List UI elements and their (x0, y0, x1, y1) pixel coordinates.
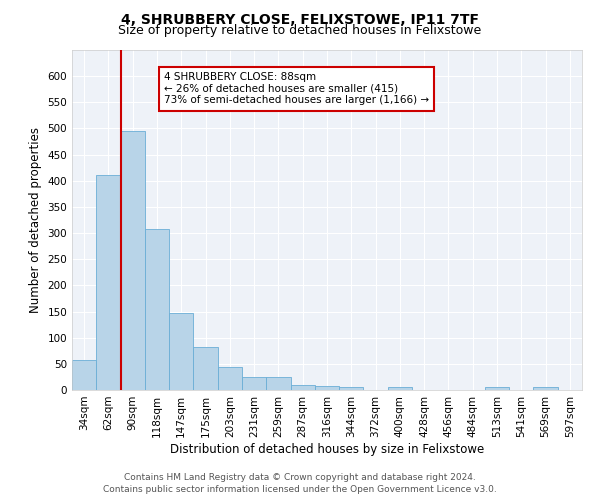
Y-axis label: Number of detached properties: Number of detached properties (29, 127, 42, 313)
Text: 4 SHRUBBERY CLOSE: 88sqm
← 26% of detached houses are smaller (415)
73% of semi-: 4 SHRUBBERY CLOSE: 88sqm ← 26% of detach… (164, 72, 429, 106)
Bar (72, 360, 96, 390)
Text: 4, SHRUBBERY CLOSE, FELIXSTOWE, IP11 7TF: 4, SHRUBBERY CLOSE, FELIXSTOWE, IP11 7TF (121, 12, 479, 26)
Bar (145, 230, 169, 390)
Bar (242, 378, 266, 390)
Bar (388, 388, 412, 390)
Bar (266, 378, 290, 390)
Bar (485, 388, 509, 390)
Text: Size of property relative to detached houses in Felixstowe: Size of property relative to detached ho… (118, 24, 482, 37)
Bar (96, 175, 121, 390)
Bar (169, 312, 193, 390)
Bar (121, 131, 145, 390)
Bar (533, 388, 558, 390)
Bar (315, 386, 339, 390)
Text: Contains HM Land Registry data © Crown copyright and database right 2024.
Contai: Contains HM Land Registry data © Crown c… (103, 472, 497, 494)
Bar (193, 347, 218, 390)
Bar (290, 385, 315, 390)
X-axis label: Distribution of detached houses by size in Felixstowe: Distribution of detached houses by size … (170, 442, 484, 456)
Bar (218, 367, 242, 390)
Bar (339, 387, 364, 390)
